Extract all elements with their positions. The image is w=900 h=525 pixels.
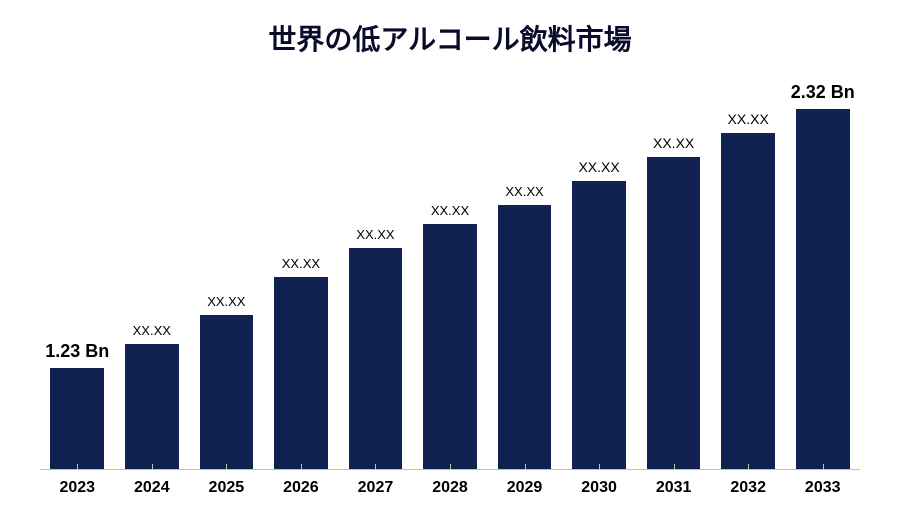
chart-title: 世界の低アルコール飲料市場: [0, 0, 900, 58]
x-tick-mark: [599, 464, 600, 469]
x-tick-mark: [152, 464, 153, 469]
x-tick-mark: [375, 464, 376, 469]
bar-value-label: XX.XX: [133, 323, 171, 338]
bar: [349, 248, 403, 469]
bar: [50, 368, 104, 469]
bar-group: XX.XX: [349, 248, 403, 469]
x-tick-label: 2029: [487, 479, 562, 497]
bar-value-label: XX.XX: [431, 203, 469, 218]
x-tick-label: 2032: [711, 479, 786, 497]
bar-value-label: XX.XX: [282, 256, 320, 271]
x-tick-label: 2024: [115, 479, 190, 497]
bar-value-label: XX.XX: [356, 227, 394, 242]
bar: [423, 224, 477, 469]
x-tick-label: 2026: [264, 479, 339, 497]
x-tick-mark: [450, 464, 451, 469]
bar-group: 1.23 Bn: [50, 368, 104, 469]
bar: [796, 109, 850, 469]
x-tick-mark: [301, 464, 302, 469]
bar-group: XX.XX: [200, 315, 254, 469]
bar: [274, 277, 328, 469]
plot-region: 1.23 Bn XX.XX XX.XX XX.XX XX.XX XX.XX XX.XX XX.…: [40, 85, 860, 470]
x-tick-label: 2028: [413, 479, 488, 497]
x-tick-mark: [77, 464, 78, 469]
bar: [647, 157, 701, 469]
chart-area: 1.23 Bn XX.XX XX.XX XX.XX XX.XX XX.XX XX.XX XX.…: [40, 85, 860, 470]
x-tick-mark: [226, 464, 227, 469]
x-tick-label: 2023: [40, 479, 115, 497]
bar-group: XX.XX: [498, 205, 552, 469]
bar: [498, 205, 552, 469]
bar: [572, 181, 626, 469]
bar: [125, 344, 179, 469]
bar-value-label: XX.XX: [207, 294, 245, 309]
bar-group: XX.XX: [721, 133, 775, 469]
bar-value-label: 2.32 Bn: [791, 82, 855, 103]
bar-value-label: XX.XX: [728, 111, 769, 127]
x-tick-mark: [823, 464, 824, 469]
bar-value-label: XX.XX: [505, 184, 543, 199]
bar-group: XX.XX: [423, 224, 477, 469]
x-tick-label: 2027: [338, 479, 413, 497]
x-tick-mark: [525, 464, 526, 469]
bar-group: XX.XX: [125, 344, 179, 469]
bar-group: XX.XX: [274, 277, 328, 469]
x-tick-mark: [748, 464, 749, 469]
x-tick-label: 2025: [189, 479, 264, 497]
bar-group: XX.XX: [647, 157, 701, 469]
x-tick-label: 2030: [562, 479, 637, 497]
bar-group: XX.XX: [572, 181, 626, 469]
x-axis: 2023202420252026202720282029203020312032…: [40, 475, 860, 505]
bar-group: 2.32 Bn: [796, 109, 850, 469]
bar-value-label: XX.XX: [653, 135, 694, 151]
x-tick-label: 2031: [636, 479, 711, 497]
bar: [721, 133, 775, 469]
x-tick-mark: [674, 464, 675, 469]
bar-value-label: 1.23 Bn: [45, 341, 109, 362]
bar: [200, 315, 254, 469]
x-tick-label: 2033: [785, 479, 860, 497]
bar-value-label: XX.XX: [578, 159, 619, 175]
